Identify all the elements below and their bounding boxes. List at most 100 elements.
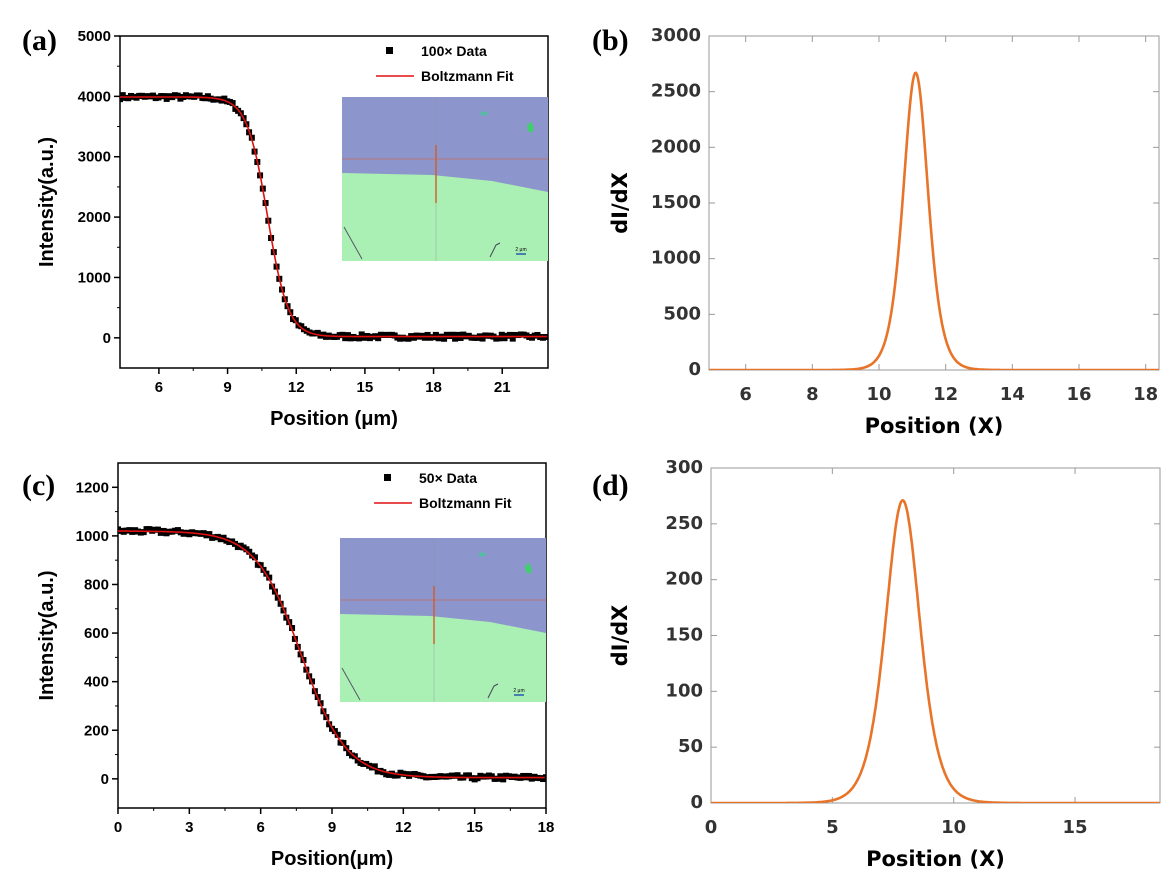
y-tick-label: 1000 — [76, 528, 109, 545]
data-point — [441, 335, 448, 342]
data-point — [334, 731, 341, 738]
legend-box — [368, 465, 544, 515]
data-point — [274, 594, 281, 601]
data-point — [496, 335, 503, 342]
y-tick-label: 3000 — [651, 25, 701, 46]
y-tick-label: 0 — [690, 792, 703, 813]
legend-label-data: 100× Data — [421, 43, 487, 59]
y-tick-label: 200 — [84, 722, 109, 739]
inset-micrograph: 2 μm — [342, 97, 548, 261]
chart-panel-a: 6 9 12 15 18 21 0 1000 2000 3000 4000 5000 Position … — [36, 28, 549, 430]
data-point — [500, 776, 507, 783]
legend-box — [370, 38, 546, 88]
y-tick-label: 800 — [84, 576, 109, 593]
derivative-curve — [711, 499, 1160, 803]
data-point — [344, 332, 351, 339]
data-point — [507, 331, 514, 338]
x-tick-label: 5 — [826, 817, 839, 838]
inset-scratch — [343, 226, 363, 260]
data-point — [339, 331, 346, 338]
x-tick-label: 21 — [494, 379, 511, 396]
y-tick-label: 5000 — [78, 28, 111, 45]
x-tick-label: 15 — [357, 379, 374, 396]
x-tick-label: 18 — [538, 819, 555, 836]
data-point — [283, 614, 290, 621]
x-tick-label: 18 — [425, 379, 442, 396]
plot-frame — [708, 35, 1160, 371]
inset-scale-label: 2 μm — [515, 247, 526, 253]
inset-scale-label: 2 μm — [513, 688, 524, 694]
data-point — [479, 335, 486, 342]
y-axis-label: Intensity(a.u.) — [36, 570, 58, 700]
inset-debris — [478, 552, 486, 557]
x-tick-label: 12 — [288, 379, 305, 396]
y-tick-label: 500 — [663, 303, 701, 324]
x-tick-label: 0 — [705, 817, 718, 838]
data-point — [452, 335, 459, 342]
data-point — [355, 335, 362, 342]
inset-debris — [527, 122, 534, 133]
data-point — [251, 554, 258, 561]
x-tick-label: 15 — [466, 819, 483, 836]
data-point — [371, 763, 378, 770]
x-tick-label: 12 — [395, 819, 412, 836]
panel-label-d: (d) — [592, 469, 629, 502]
data-point — [229, 100, 236, 107]
y-tick-label: 400 — [84, 674, 109, 691]
y-tick-label: 1200 — [76, 479, 109, 496]
data-point — [509, 335, 516, 342]
derivative-curve — [709, 71, 1159, 370]
x-tick-label: 16 — [1066, 384, 1091, 405]
inset-flake-region — [340, 614, 546, 702]
data-point — [342, 335, 349, 342]
data-point — [454, 331, 461, 338]
x-tick-label: 10 — [941, 817, 966, 838]
fit-line — [118, 530, 545, 779]
panel-label-a: (a) — [22, 24, 57, 57]
y-tick-label: 300 — [665, 457, 703, 478]
data-point — [497, 773, 504, 780]
data-point — [449, 331, 456, 338]
x-tick-label: 12 — [933, 384, 958, 405]
panel-label-c: (c) — [22, 469, 55, 502]
x-tick-label: 14 — [1000, 384, 1025, 405]
y-tick-label: 250 — [665, 513, 703, 534]
x-tick-label: 0 — [114, 819, 122, 836]
x-tick-label: 6 — [256, 819, 264, 836]
y-tick-label: 0 — [103, 330, 111, 347]
legend-marker-data — [384, 474, 391, 481]
y-tick-label: 1000 — [78, 269, 111, 286]
data-point — [269, 583, 276, 590]
data-point — [266, 574, 273, 581]
x-axis-label: Position(μm) — [271, 848, 393, 870]
y-tick-label: 2500 — [651, 81, 701, 102]
inset-scratch — [489, 242, 501, 258]
y-tick-label: 600 — [84, 625, 109, 642]
fit-line — [120, 96, 547, 338]
data-point — [120, 96, 123, 103]
x-tick-label: 15 — [1063, 817, 1088, 838]
x-tick-label: 9 — [328, 819, 336, 836]
legend-label-data: 50× Data — [419, 470, 477, 486]
inset-scratch — [341, 667, 361, 701]
chart-panel-c: 0 3 6 9 12 15 18 0 200 400 600 800 1000 1200 Position(… — [36, 462, 555, 870]
data-point — [358, 331, 365, 338]
x-tick-label: 18 — [1133, 384, 1158, 405]
panel-label-b: (b) — [592, 24, 629, 57]
data-point — [246, 548, 253, 555]
y-tick-label: 200 — [665, 569, 703, 590]
x-tick-label: 6 — [739, 384, 752, 405]
y-tick-label: 1500 — [651, 192, 701, 213]
y-tick-label: 0 — [688, 359, 701, 380]
inset-scratch — [487, 683, 499, 699]
y-tick-label: 3000 — [78, 149, 111, 166]
data-point — [457, 334, 464, 341]
data-point — [340, 739, 347, 746]
y-tick-label: 1000 — [651, 248, 701, 269]
inset-micrograph: 2 μm — [340, 538, 546, 702]
x-tick-label: 8 — [806, 384, 819, 405]
chart-panel-b: 6 8 10 12 14 16 18 0 500 1000 1500 2000 2500 3000 Posi… — [608, 25, 1160, 438]
y-tick-label: 0 — [101, 771, 109, 788]
y-tick-label: 4000 — [78, 88, 111, 105]
